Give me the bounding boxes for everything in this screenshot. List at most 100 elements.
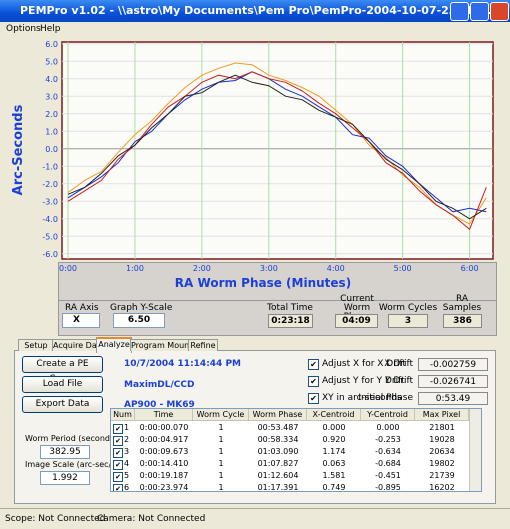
tab[interactable]: Acquire Data <box>52 339 105 351</box>
checkbox-label[interactable]: XY in arc-seconds <box>322 393 402 403</box>
table-cell: 0:00:00.070 <box>139 423 189 432</box>
scrollbar[interactable] <box>469 409 481 491</box>
y-tick-label: -2.0 <box>42 180 58 189</box>
label: Worm Period (seconds) <box>25 434 118 443</box>
table-cell: -0.895 <box>375 483 401 492</box>
image-scale-input[interactable]: 1.992 <box>40 471 90 485</box>
table-cell: 01:12.604 <box>257 471 299 480</box>
y-tick-label: -1.0 <box>42 162 58 171</box>
menu-item[interactable]: Options <box>6 24 41 34</box>
table-cell: 1.174 <box>322 447 346 456</box>
column-header[interactable]: Num <box>111 409 135 421</box>
y-tick-label: -3.0 <box>42 197 58 206</box>
row-checkbox[interactable]: ✔ <box>113 484 123 491</box>
label: Total Time <box>267 303 313 313</box>
table-cell: 1 <box>218 471 224 480</box>
column-header[interactable]: Time <box>135 409 193 421</box>
chart: Arc-Seconds 6.0 5.0 4.0 3.0 2.0 1.0 0.0 -1.0 -2.… <box>11 40 494 260</box>
checkbox[interactable]: ✔ <box>308 376 319 387</box>
row-checkbox[interactable]: ✔ <box>113 448 123 458</box>
y-tick-label: -5.0 <box>42 232 58 241</box>
y-scale-input[interactable]: 6.50 <box>113 313 165 328</box>
tab[interactable]: Program Mount <box>130 339 193 351</box>
checkbox[interactable]: ✔ <box>308 393 319 404</box>
table-cell: 1 <box>218 459 224 468</box>
table-cell: 2 <box>124 435 130 444</box>
column-header[interactable]: Max Pixel <box>415 409 469 421</box>
maximize-button[interactable] <box>470 2 489 21</box>
column-header[interactable]: Worm Cycle <box>193 409 249 421</box>
minimize-button[interactable] <box>450 2 469 21</box>
info-text: 10/7/2004 11:14:44 PM <box>124 359 241 369</box>
checkbox-label[interactable]: Adjust X for X Drift <box>322 359 406 369</box>
x-tick-label: 1:00 <box>125 264 144 273</box>
x-axis-label: RA Worm Phase (Minutes) <box>174 276 352 290</box>
table-cell: 19028 <box>429 435 455 444</box>
table-cell: -0.634 <box>375 447 401 456</box>
row-checkbox[interactable]: ✔ <box>113 424 123 434</box>
total-time: 0:23:18 <box>268 314 313 328</box>
table-cell: 3 <box>124 447 130 456</box>
x-tick-label: 6:00 <box>460 264 479 273</box>
table-cell: -0.253 <box>375 435 401 444</box>
label: Image Scale (arc-sec/pixel) <box>25 460 134 469</box>
column-header[interactable]: Worm Phase <box>249 409 307 421</box>
table-cell: 1 <box>124 423 130 432</box>
table-cell: 1.581 <box>322 471 346 480</box>
info-text: MaximDL/CCD <box>124 380 195 390</box>
checkbox[interactable]: ✔ <box>308 359 319 370</box>
x-axis-panel <box>58 262 497 302</box>
table-cell: 21739 <box>429 471 455 480</box>
ra-axis-dropdown[interactable]: X <box>62 313 100 328</box>
checkbox-label[interactable]: Adjust Y for Y Drift <box>322 376 405 386</box>
close-button[interactable] <box>490 2 509 21</box>
table-cell: 1 <box>218 447 224 456</box>
y-tick-label: 6.0 <box>45 40 58 49</box>
table-cell: -0.451 <box>375 471 401 480</box>
table-cell: 0:00:14.410 <box>139 459 189 468</box>
drift-value: -0.026741 <box>418 375 488 388</box>
x-tick-label: 3:00 <box>259 264 278 273</box>
worm-period-input[interactable]: 382.95 <box>40 445 90 459</box>
button[interactable]: Export Data <box>22 396 103 413</box>
x-tick-label: 5:00 <box>393 264 412 273</box>
menu-item[interactable]: Help <box>40 24 61 34</box>
window-title: PEMPro v1.02 - \\astro\My Documents\Pem … <box>20 4 509 17</box>
column-header[interactable]: X-Centroid <box>307 409 361 421</box>
status-text: Camera: Not Connected <box>97 514 206 524</box>
table-cell: 0.749 <box>322 483 346 492</box>
table-cell: 01:07.827 <box>257 459 299 468</box>
row-checkbox[interactable]: ✔ <box>113 472 123 482</box>
drift-label: Y Drift <box>384 376 413 386</box>
ra-samples: 386 <box>443 314 482 328</box>
row-checkbox[interactable]: ✔ <box>113 460 123 470</box>
table-cell: 01:03.090 <box>257 447 299 456</box>
y-tick-label: 1.0 <box>45 127 58 136</box>
drift-value: -0.002759 <box>418 358 488 371</box>
table-cell: 0:00:19.187 <box>139 471 189 480</box>
data-table: Num ✔ 1 ✔ 2 ✔ 3 ✔ 4 ✔ 5 ✔ 6 Time 0:00:00.070 0:00:04.91… <box>110 408 482 492</box>
tab[interactable]: Analyze <box>96 337 132 353</box>
y-tick-label: -4.0 <box>42 215 58 224</box>
table-cell: 0.920 <box>322 435 346 444</box>
title-bar <box>0 0 510 22</box>
x-tick-label: 4:00 <box>326 264 345 273</box>
status-bar <box>0 508 510 529</box>
x-tick-label: 2:00 <box>192 264 211 273</box>
x-tick-label: 0:00 <box>59 264 77 273</box>
data-line <box>67 62 487 225</box>
y-tick-label: 2.0 <box>45 110 58 119</box>
label: Graph Y-Scale <box>110 303 173 313</box>
tab[interactable]: Refine <box>188 339 218 351</box>
label: RA Axis <box>65 303 99 313</box>
row-checkbox[interactable]: ✔ <box>113 436 123 446</box>
button[interactable]: Create a PE Curve <box>22 356 103 384</box>
table-cell: 1 <box>218 483 224 492</box>
y-axis-label: Arc-Seconds <box>11 104 26 195</box>
tab[interactable]: Setup <box>18 339 54 351</box>
button[interactable]: Load File <box>22 376 103 393</box>
column-header[interactable]: Y-Centroid <box>361 409 415 421</box>
table-cell: 21801 <box>429 423 455 432</box>
table-cell: 0:00:09.673 <box>139 447 189 456</box>
info-text: AP900 - MK69 <box>124 400 195 410</box>
